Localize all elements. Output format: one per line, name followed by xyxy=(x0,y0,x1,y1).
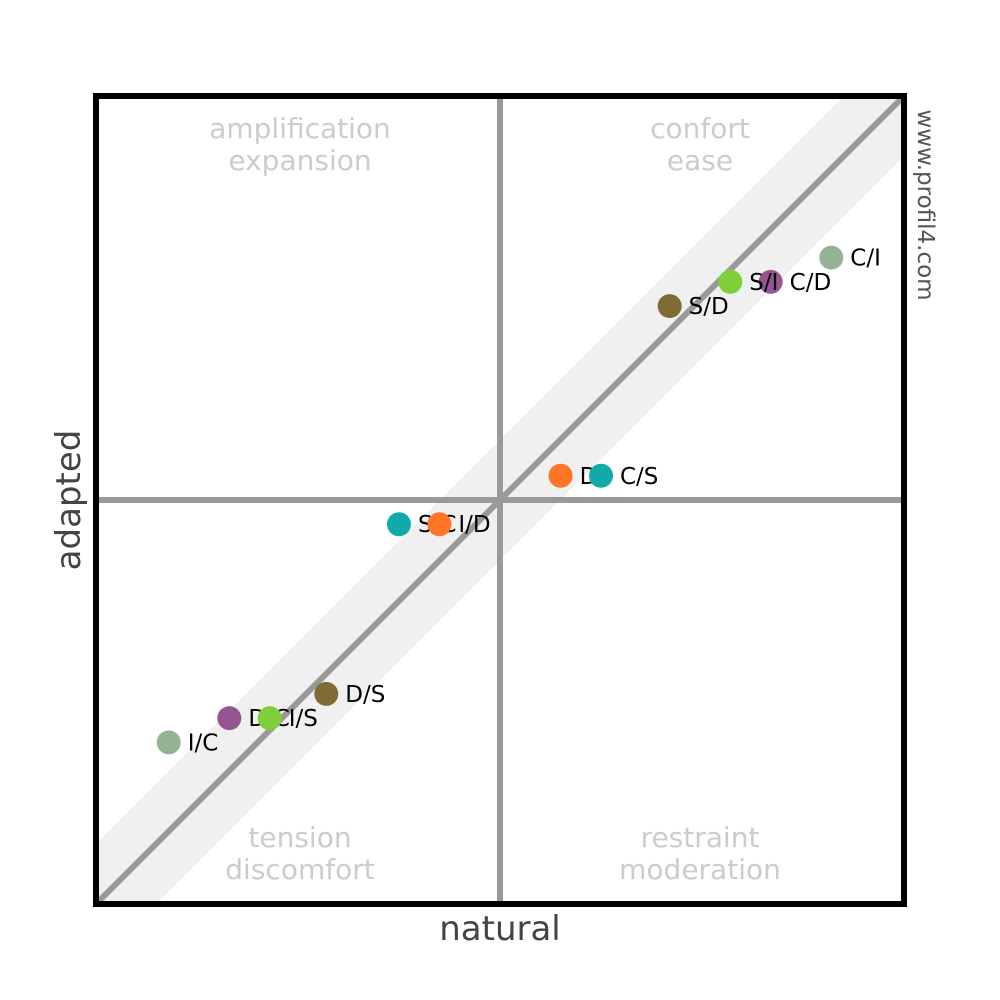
point-label-d-s: D/S xyxy=(345,682,385,708)
point-label-i-d: I/D xyxy=(458,512,490,538)
data-point-i-s xyxy=(257,706,282,731)
data-point-i-d xyxy=(427,512,452,537)
plot-frame xyxy=(93,93,907,907)
point-label-s-i: S/I xyxy=(749,270,778,296)
quadrant-top-left-line2: expansion xyxy=(228,144,371,177)
point-label-c-d: C/D xyxy=(790,270,832,296)
quadrant-top-right-line2: ease xyxy=(667,144,733,177)
point-label-c-s: C/S xyxy=(620,464,658,490)
data-point-s-d xyxy=(657,294,682,319)
quadrant-top-left-line1: amplification xyxy=(209,112,391,145)
quadrant-bottom-right-line2: moderation xyxy=(619,853,781,886)
quadrant-bottom-left-line2: discomfort xyxy=(225,853,374,886)
point-label-c-i: C/I xyxy=(850,246,881,272)
quadrant-top-right-line1: confort xyxy=(650,112,750,145)
data-point-d-i xyxy=(548,463,573,488)
watermark-text: www.profil4.com xyxy=(912,109,938,300)
data-point-i-c xyxy=(156,730,181,755)
x-axis-label: natural xyxy=(439,909,561,949)
point-label-i-s: I/S xyxy=(289,706,318,732)
plot-area: C/IC/DS/IS/DD/IC/SS/CI/DD/SD/CI/SI/C xyxy=(93,93,907,907)
quadrant-bottom-left-line1: tension xyxy=(248,821,351,854)
diagonal-line xyxy=(93,93,907,907)
y-axis-label: adapted xyxy=(49,430,89,571)
data-point-s-i xyxy=(718,269,743,294)
data-point-d-s xyxy=(314,681,339,706)
data-point-c-i xyxy=(819,245,844,270)
quadrant-bottom-right-line1: restraint xyxy=(641,821,760,854)
data-point-s-c xyxy=(387,512,411,537)
point-label-i-c: I/C xyxy=(188,730,219,756)
data-point-c-s xyxy=(589,463,613,488)
data-point-d-c xyxy=(217,706,242,731)
point-label-s-d: S/D xyxy=(689,294,729,320)
data-point-c-d xyxy=(758,269,783,294)
